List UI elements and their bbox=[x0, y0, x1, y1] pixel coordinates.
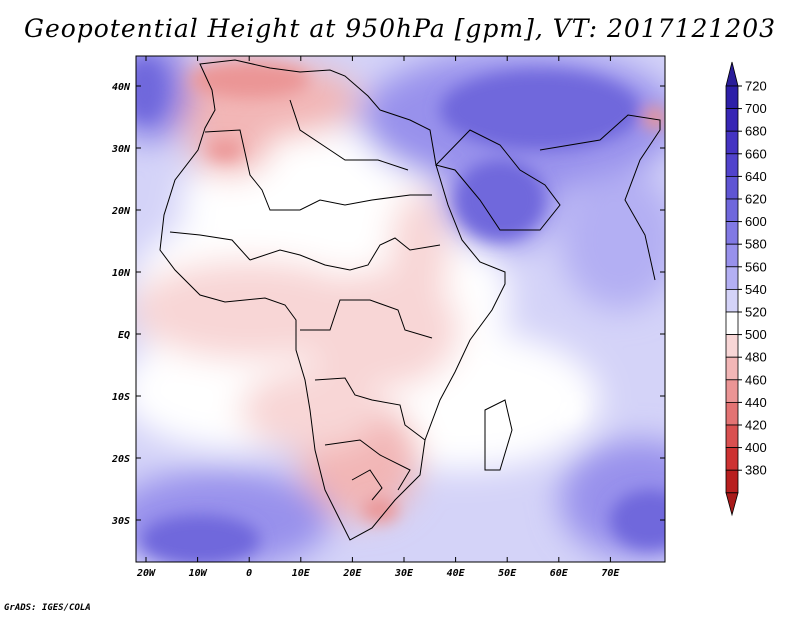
colorbar-segment bbox=[725, 288, 739, 313]
colorbar-segment bbox=[725, 85, 739, 110]
colorbar-label: 400 bbox=[745, 440, 767, 455]
lat-label: 40N bbox=[112, 82, 131, 93]
colorbar-segment bbox=[725, 221, 739, 245]
colorbar-segment bbox=[725, 198, 739, 223]
colorbar-top-arrow bbox=[725, 61, 739, 87]
lat-label: 20N bbox=[111, 206, 131, 217]
lon-label: 50E bbox=[498, 568, 517, 579]
colorbar-segment bbox=[725, 356, 739, 381]
colorbar-label: 500 bbox=[745, 327, 767, 342]
colorbar-label: 440 bbox=[745, 395, 767, 410]
colorbar-label: 540 bbox=[745, 282, 767, 297]
colorbar-segment bbox=[725, 379, 739, 403]
lon-label: 20W bbox=[136, 568, 156, 579]
colorbar-label: 640 bbox=[745, 169, 767, 184]
lat-label: 20S bbox=[111, 454, 130, 465]
lat-label: 30S bbox=[111, 516, 130, 527]
colorbar-segment bbox=[725, 424, 739, 449]
colorbar-segment bbox=[725, 401, 739, 426]
colorbar-label: 680 bbox=[745, 124, 767, 139]
lon-label: 10W bbox=[189, 568, 208, 579]
height-field bbox=[136, 56, 665, 562]
colorbar-segment bbox=[725, 175, 739, 200]
lon-label: 30E bbox=[394, 568, 414, 579]
coastlines bbox=[159, 59, 661, 541]
colorbar-segment bbox=[725, 153, 739, 177]
latitude-axis: 40N 30N 20N 10N EQ 10S 20S 30S bbox=[111, 82, 665, 527]
plot-frame bbox=[135, 55, 666, 563]
colorbar-segment bbox=[725, 447, 739, 471]
lon-label: 70E bbox=[601, 568, 620, 579]
credit-label: GrADS: IGES/COLA bbox=[4, 603, 91, 613]
colorbar-label: 620 bbox=[745, 192, 767, 207]
colorbar-segment bbox=[725, 266, 739, 290]
colorbar-label: 460 bbox=[745, 372, 767, 387]
lat-label: EQ bbox=[118, 330, 130, 341]
lat-label: 30N bbox=[111, 144, 131, 155]
colorbar-label: 560 bbox=[745, 259, 767, 274]
colorbar-label: 420 bbox=[745, 418, 767, 433]
lon-label: 0 bbox=[246, 568, 252, 579]
lat-label: 10S bbox=[112, 392, 130, 403]
colorbar-bottom-arrow bbox=[725, 492, 739, 517]
colorbar-label: 700 bbox=[745, 101, 767, 116]
colorbar-label: 380 bbox=[745, 463, 767, 478]
colorbar-segment bbox=[725, 311, 739, 336]
lon-label: 10E bbox=[292, 568, 311, 579]
lat-label: 10N bbox=[112, 268, 131, 279]
colorbar-segment bbox=[725, 334, 739, 358]
colorbar-label: 520 bbox=[745, 305, 767, 320]
colorbar-segment bbox=[725, 108, 739, 132]
lon-label: 60E bbox=[550, 568, 569, 579]
colorbar-label: 600 bbox=[745, 214, 767, 229]
colorbar-label: 720 bbox=[745, 79, 767, 94]
colorbar-label: 580 bbox=[745, 237, 767, 252]
map-title: Geopotential Height at 950hPa [gpm], VT:… bbox=[23, 14, 777, 43]
colorbar-segment bbox=[725, 469, 739, 494]
longitude-axis: 20W 10W 0 10E 20E 30E 40E 50E 60E 70E bbox=[136, 56, 620, 579]
lon-label: 40E bbox=[447, 568, 466, 579]
colorbar: 720 700 680 660 640 620 600 580 560 540 520 500 480 4… bbox=[725, 61, 767, 517]
colorbar-label: 480 bbox=[745, 350, 767, 365]
colorbar-label: 660 bbox=[745, 146, 767, 161]
colorbar-segment bbox=[725, 130, 739, 155]
lon-label: 20E bbox=[342, 568, 362, 579]
colorbar-segment bbox=[725, 243, 739, 268]
